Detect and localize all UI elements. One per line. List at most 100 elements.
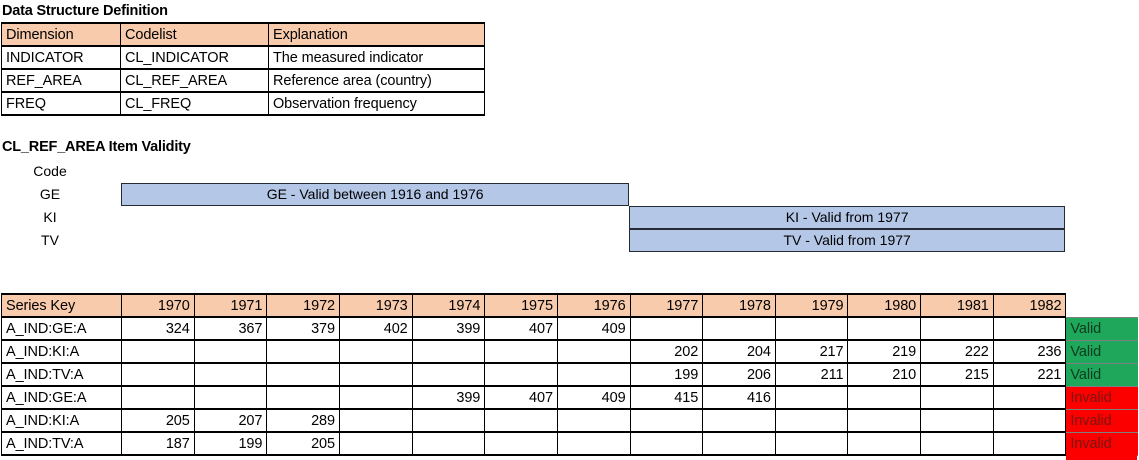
value-cell[interactable]	[629, 431, 704, 456]
year-header-cell[interactable]: 1976	[556, 293, 631, 318]
year-header-cell[interactable]: 1971	[193, 293, 268, 318]
value-cell[interactable]	[121, 339, 195, 364]
value-cell[interactable]	[484, 408, 558, 433]
dsd-cell[interactable]: Reference area (country)	[268, 68, 485, 93]
dsd-cell[interactable]: CL_INDICATOR	[120, 45, 269, 70]
status-cell[interactable]: Valid	[1065, 316, 1138, 341]
value-cell[interactable]: 205	[121, 408, 195, 433]
value-cell[interactable]: 199	[193, 431, 268, 456]
value-cell[interactable]: 416	[702, 385, 776, 410]
value-cell[interactable]: 205	[266, 431, 340, 456]
year-header-cell[interactable]: 1975	[484, 293, 558, 318]
value-cell[interactable]	[992, 385, 1067, 410]
status-cell[interactable]: Invalid	[1065, 385, 1138, 410]
value-cell[interactable]	[774, 408, 849, 433]
value-cell[interactable]	[920, 385, 994, 410]
value-cell[interactable]: 379	[266, 316, 340, 341]
value-cell[interactable]: 402	[339, 316, 413, 341]
value-cell[interactable]	[556, 362, 631, 387]
value-cell[interactable]	[339, 362, 413, 387]
value-cell[interactable]	[774, 316, 849, 341]
value-cell[interactable]	[774, 385, 849, 410]
value-cell[interactable]: 367	[193, 316, 268, 341]
value-cell[interactable]: 236	[992, 339, 1067, 364]
value-cell[interactable]	[847, 316, 922, 341]
dsd-cell[interactable]: REF_AREA	[1, 68, 121, 93]
validity-bar-ge[interactable]: GE - Valid between 1916 and 1976	[121, 183, 630, 206]
value-cell[interactable]: 204	[702, 339, 776, 364]
year-header-cell[interactable]: 1973	[339, 293, 413, 318]
value-cell[interactable]	[992, 431, 1067, 456]
value-cell[interactable]: 215	[920, 362, 994, 387]
series-key-cell[interactable]: A_IND:KI:A	[0, 408, 123, 433]
value-cell[interactable]: 399	[411, 316, 486, 341]
value-cell[interactable]: 409	[556, 316, 631, 341]
value-cell[interactable]	[193, 385, 268, 410]
value-cell[interactable]: 407	[484, 316, 558, 341]
value-cell[interactable]	[339, 385, 413, 410]
value-cell[interactable]	[629, 316, 704, 341]
value-cell[interactable]: 210	[847, 362, 922, 387]
value-cell[interactable]	[556, 431, 631, 456]
value-cell[interactable]: 187	[121, 431, 195, 456]
year-header-cell[interactable]: 1978	[702, 293, 776, 318]
value-cell[interactable]	[411, 408, 486, 433]
value-cell[interactable]	[556, 339, 631, 364]
value-cell[interactable]: 409	[556, 385, 631, 410]
value-cell[interactable]	[411, 362, 486, 387]
value-cell[interactable]	[992, 316, 1067, 341]
series-key-cell[interactable]: A_IND:GE:A	[0, 385, 123, 410]
value-cell[interactable]: 217	[774, 339, 849, 364]
value-cell[interactable]	[266, 385, 340, 410]
value-cell[interactable]: 199	[629, 362, 704, 387]
dsd-cell[interactable]: CL_FREQ	[120, 91, 269, 116]
value-cell[interactable]	[992, 408, 1067, 433]
value-cell[interactable]: 219	[847, 339, 922, 364]
series-key-cell[interactable]: A_IND:KI:A	[0, 339, 123, 364]
value-cell[interactable]: 289	[266, 408, 340, 433]
value-cell[interactable]	[847, 385, 922, 410]
value-cell[interactable]	[484, 362, 558, 387]
value-cell[interactable]: 407	[484, 385, 558, 410]
validity-bar-tv[interactable]: TV - Valid from 1977	[629, 229, 1065, 252]
value-cell[interactable]	[774, 431, 849, 456]
value-cell[interactable]	[920, 408, 994, 433]
value-cell[interactable]: 221	[992, 362, 1067, 387]
value-cell[interactable]	[411, 339, 486, 364]
dsd-cell[interactable]: CL_REF_AREA	[120, 68, 269, 93]
value-cell[interactable]	[121, 385, 195, 410]
value-cell[interactable]: 206	[702, 362, 776, 387]
value-cell[interactable]	[193, 339, 268, 364]
value-cell[interactable]	[847, 431, 922, 456]
dsd-cell[interactable]: Observation frequency	[268, 91, 485, 116]
value-cell[interactable]	[193, 362, 268, 387]
value-cell[interactable]	[121, 362, 195, 387]
value-cell[interactable]	[702, 316, 776, 341]
value-cell[interactable]: 207	[193, 408, 268, 433]
year-header-cell[interactable]: 1980	[847, 293, 922, 318]
year-header-cell[interactable]: 1981	[920, 293, 994, 318]
year-header-cell[interactable]: 1982	[992, 293, 1067, 318]
dsd-cell[interactable]: The measured indicator	[268, 45, 485, 70]
value-cell[interactable]: 324	[121, 316, 195, 341]
value-cell[interactable]	[556, 408, 631, 433]
status-cell[interactable]: Valid	[1065, 362, 1138, 387]
value-cell[interactable]	[339, 408, 413, 433]
series-key-cell[interactable]: A_IND:TV:A	[0, 431, 123, 456]
value-cell[interactable]	[339, 339, 413, 364]
value-cell[interactable]: 211	[774, 362, 849, 387]
year-header-cell[interactable]: 1974	[411, 293, 486, 318]
series-key-cell[interactable]: A_IND:GE:A	[0, 316, 123, 341]
value-cell[interactable]	[484, 431, 558, 456]
value-cell[interactable]	[920, 431, 994, 456]
value-cell[interactable]	[920, 316, 994, 341]
dsd-header-cell[interactable]: Explanation	[268, 22, 485, 47]
year-header-cell[interactable]: 1977	[629, 293, 704, 318]
dsd-header-cell[interactable]: Dimension	[1, 22, 121, 47]
dsd-cell[interactable]: FREQ	[1, 91, 121, 116]
value-cell[interactable]	[702, 431, 776, 456]
year-header-cell[interactable]: 1970	[121, 293, 195, 318]
value-cell[interactable]: 415	[629, 385, 704, 410]
value-cell[interactable]: 202	[629, 339, 704, 364]
value-cell[interactable]	[339, 431, 413, 456]
